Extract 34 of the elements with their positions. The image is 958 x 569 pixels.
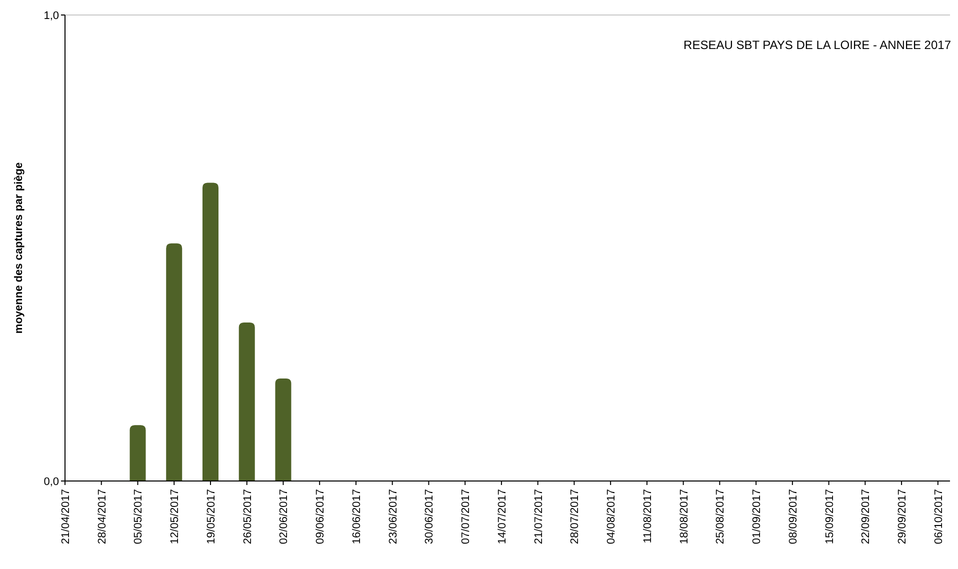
x-tick-label: 05/05/2017: [132, 489, 145, 544]
x-tick-label: 14/07/2017: [496, 489, 508, 544]
x-tick-label: 18/08/2017: [678, 489, 690, 544]
bar: [275, 378, 292, 481]
x-tick-label: 02/06/2017: [278, 489, 290, 544]
x-tick-label: 26/05/2017: [242, 489, 254, 544]
x-tick-label: 28/04/2017: [96, 489, 108, 544]
x-tick-label: 08/09/2017: [787, 489, 800, 544]
bar: [238, 322, 255, 481]
bar: [166, 243, 182, 481]
x-tick-label: 06/10/2017: [932, 489, 945, 544]
x-tick-label: 30/06/2017: [424, 489, 436, 544]
x-tick-label: 28/07/2017: [569, 489, 582, 544]
text: RESEAU SBT PAYS DE LA LOIRE - ANNEE 2017: [684, 38, 952, 52]
x-tick-label: 25/08/2017: [714, 489, 727, 544]
y-tick-label: 1,0: [44, 10, 59, 22]
y-axis-title: moyenne des captures par piège: [13, 162, 25, 334]
x-tick-label: 04/08/2017: [606, 489, 618, 544]
x-tick-label: 07/07/2017: [460, 489, 472, 544]
x-tick-label: 21/04/2017: [60, 489, 72, 544]
x-tick-label: 12/05/2017: [169, 489, 182, 544]
bar: [130, 425, 146, 481]
x-tick-label: 21/07/2017: [532, 489, 545, 544]
x-tick-label: 22/09/2017: [860, 489, 872, 544]
x-tick-label: 15/09/2017: [824, 489, 836, 544]
y-tick-label: 0,0: [44, 476, 59, 488]
x-tick-label: 11/08/2017: [642, 489, 654, 544]
x-tick-label: 09/06/2017: [314, 489, 327, 544]
x-tick-label: 16/06/2017: [350, 489, 363, 544]
x-tick-label: 29/09/2017: [896, 489, 909, 544]
x-tick-label: 19/05/2017: [205, 489, 218, 544]
bar: [202, 182, 218, 481]
x-tick-label: 23/06/2017: [387, 489, 400, 544]
x-tick-label: 01/09/2017: [751, 489, 764, 544]
